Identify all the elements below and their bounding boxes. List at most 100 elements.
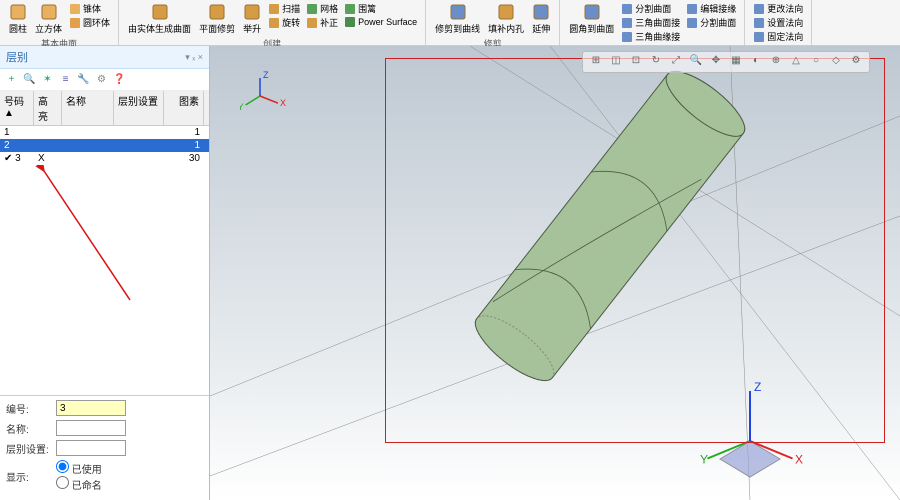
planefix-icon bbox=[208, 3, 226, 21]
panel-tool-5[interactable]: ⚙ bbox=[95, 73, 108, 86]
view-tool-2[interactable]: ⊡ bbox=[629, 55, 643, 69]
revolve-icon bbox=[268, 17, 280, 29]
setnorm-button[interactable]: 设置法向 bbox=[751, 16, 805, 29]
cylinder-icon bbox=[9, 3, 27, 21]
layer-row[interactable]: ✔ 3X30 bbox=[0, 152, 209, 165]
editmesh-icon bbox=[686, 3, 698, 15]
layer-grid-header[interactable]: 号码 ▲ 高亮 名称 层别设置 图素 bbox=[0, 91, 209, 126]
panel-title-bar[interactable]: 层别 ▾ ₓ × bbox=[0, 46, 209, 69]
panel-pin-controls[interactable]: ▾ ₓ × bbox=[185, 52, 203, 63]
view-tool-4[interactable]: ⤢ bbox=[669, 55, 683, 69]
panel-tool-2[interactable]: ✶ bbox=[41, 73, 54, 86]
editmesh-button[interactable]: 编辑接缘 bbox=[684, 2, 738, 15]
col-number[interactable]: 号码 ▲ bbox=[0, 91, 34, 125]
number-input[interactable] bbox=[56, 400, 126, 416]
chknorm-button[interactable]: 更改法向 bbox=[751, 2, 805, 15]
fixnorm-button[interactable]: 固定法向 bbox=[751, 30, 805, 43]
view-tool-13[interactable]: ⚙ bbox=[849, 55, 863, 69]
bysolid-button[interactable]: 由实体生成曲面 bbox=[125, 2, 194, 36]
viewport-3d[interactable]: X Y Z X Y Z ⊞◫⊡↻⤢🔍✥▦◐⊕△○◇⚙ bbox=[210, 46, 900, 500]
svg-text:X: X bbox=[280, 98, 286, 108]
view-tool-11[interactable]: ○ bbox=[809, 55, 823, 69]
view-tool-1[interactable]: ◫ bbox=[609, 55, 623, 69]
splitface-button[interactable]: 分割曲面 bbox=[619, 2, 682, 15]
ribbon-group: 由实体生成曲面平面修剪举升扫描旋转网格补正围篱Power Surface创建 bbox=[119, 0, 426, 45]
triface-button[interactable]: 三角曲面接 bbox=[619, 16, 682, 29]
svg-text:X: X bbox=[795, 453, 803, 467]
view-tool-10[interactable]: △ bbox=[789, 55, 803, 69]
svg-text:Y: Y bbox=[700, 453, 708, 467]
triface-icon bbox=[621, 17, 633, 29]
cone-icon bbox=[69, 3, 81, 15]
panel-tool-4[interactable]: 🔧 bbox=[77, 73, 90, 86]
setnorm-icon bbox=[753, 17, 765, 29]
layerset-input[interactable] bbox=[56, 440, 126, 456]
fillet-button[interactable]: 圆角到曲面 bbox=[566, 2, 617, 44]
svg-text:Z: Z bbox=[263, 71, 269, 80]
panel-tool-1[interactable]: 🔍 bbox=[23, 73, 36, 86]
ribbon-group: 圆角到曲面分割曲面三角曲面接三角曲缘接编辑接缘分割曲面 bbox=[560, 0, 745, 45]
extend-button[interactable]: 延伸 bbox=[529, 2, 553, 36]
revolve-button[interactable]: 旋转 bbox=[266, 16, 302, 29]
col-highlight[interactable]: 高亮 bbox=[34, 91, 62, 125]
fillet-icon bbox=[583, 3, 601, 21]
panel-title-text: 层别 bbox=[6, 49, 28, 65]
patch-button[interactable]: 补正 bbox=[304, 16, 340, 29]
cone-button[interactable]: 锥体 bbox=[67, 2, 112, 15]
view-tool-12[interactable]: ◇ bbox=[829, 55, 843, 69]
sweep-button[interactable]: 扫描 bbox=[266, 2, 302, 15]
main-area: 层别 ▾ ₓ × + 🔍 ✶ ≡ 🔧 ⚙ ❓ 号码 ▲ 高亮 名称 层别设置 图素 1121… bbox=[0, 46, 900, 500]
view-tool-3[interactable]: ↻ bbox=[649, 55, 663, 69]
svg-text:Y: Y bbox=[240, 102, 244, 112]
ribbon-group: 修剪到曲线填补内孔延伸修剪 bbox=[426, 0, 560, 45]
layer-row[interactable]: 21 bbox=[0, 139, 209, 152]
panel-tool-3[interactable]: ≡ bbox=[59, 73, 72, 86]
radio-used[interactable]: 已使用 bbox=[56, 460, 106, 476]
view-toolbar: ⊞ ◫ ⊡ ↻ ⤢ 🔍 ✥ ▦ ◐ ⊕ △ ○ ◇ ⚙ bbox=[582, 51, 870, 73]
splitface-icon bbox=[621, 3, 633, 15]
layer-grid-body[interactable]: 1121✔ 3X30 bbox=[0, 126, 209, 395]
annotation-arrow bbox=[30, 165, 190, 335]
cuboid-button[interactable]: 立方体 bbox=[32, 2, 65, 36]
field-number: 编号: bbox=[6, 400, 203, 416]
view-tool-6[interactable]: ✥ bbox=[709, 55, 723, 69]
mesh-icon bbox=[306, 3, 318, 15]
torus-button[interactable]: 圆环体 bbox=[67, 16, 112, 29]
triedge-button[interactable]: 三角曲缘接 bbox=[619, 30, 682, 43]
ribbon-group-label bbox=[566, 44, 738, 45]
extend-icon bbox=[532, 3, 550, 21]
fence-button[interactable]: 围篱 bbox=[342, 2, 419, 15]
triedge-icon bbox=[621, 31, 633, 43]
radio-named[interactable]: 已命名 bbox=[56, 476, 106, 492]
name-input[interactable] bbox=[56, 420, 126, 436]
panel-tool-0[interactable]: + bbox=[5, 73, 18, 86]
ribbon-group: 更改法向设置法向固定法向法向 bbox=[745, 0, 812, 45]
view-tool-9[interactable]: ⊕ bbox=[769, 55, 783, 69]
panel-bottom-form: 编号: 名称: 层别设置: 显示: 已使用 已命名 bbox=[0, 395, 209, 500]
panel-tool-6[interactable]: ❓ bbox=[113, 73, 126, 86]
mesh-button[interactable]: 网格 bbox=[304, 2, 340, 15]
psurf-button[interactable]: Power Surface bbox=[342, 16, 419, 28]
cuboid-icon bbox=[40, 3, 58, 21]
cylinder-button[interactable]: 圆柱 bbox=[6, 2, 30, 36]
panel-toolbar: + 🔍 ✶ ≡ 🔧 ⚙ ❓ bbox=[0, 69, 209, 91]
fillhole-icon bbox=[497, 3, 515, 21]
splitsrf-icon bbox=[686, 17, 698, 29]
fillhole-button[interactable]: 填补内孔 bbox=[485, 2, 527, 36]
lift-icon bbox=[243, 3, 261, 21]
col-count[interactable]: 图素 bbox=[164, 91, 204, 125]
col-set[interactable]: 层别设置 bbox=[114, 91, 164, 125]
planefix-button[interactable]: 平面修剪 bbox=[196, 2, 238, 36]
bysolid-icon bbox=[151, 3, 169, 21]
view-tool-5[interactable]: 🔍 bbox=[689, 55, 703, 69]
layer-row[interactable]: 11 bbox=[0, 126, 209, 139]
lift-button[interactable]: 举升 bbox=[240, 2, 264, 36]
view-tool-8[interactable]: ◐ bbox=[749, 55, 763, 69]
col-name[interactable]: 名称 bbox=[62, 91, 114, 125]
field-display: 显示: 已使用 已命名 bbox=[6, 460, 203, 492]
splitsrf-button[interactable]: 分割曲面 bbox=[684, 16, 738, 29]
view-tool-7[interactable]: ▦ bbox=[729, 55, 743, 69]
view-tool-0[interactable]: ⊞ bbox=[589, 55, 603, 69]
layers-panel: 层别 ▾ ₓ × + 🔍 ✶ ≡ 🔧 ⚙ ❓ 号码 ▲ 高亮 名称 层别设置 图素 1121… bbox=[0, 46, 210, 500]
trimcurve-button[interactable]: 修剪到曲线 bbox=[432, 2, 483, 36]
